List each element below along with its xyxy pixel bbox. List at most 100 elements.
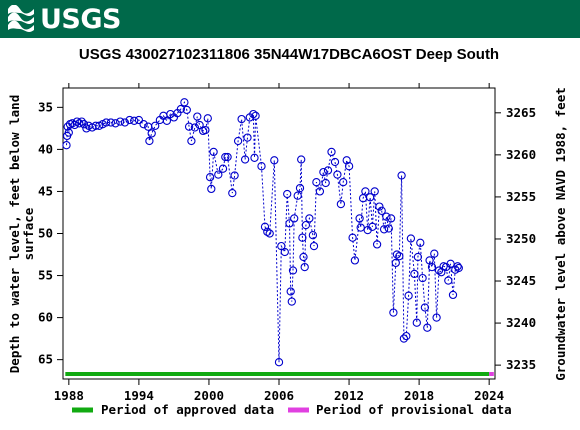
data-point (432, 313, 441, 322)
data-point (375, 202, 384, 211)
y-tick-label-left: 45 (38, 183, 53, 198)
data-point (162, 116, 172, 125)
data-point (190, 123, 200, 132)
data-point (249, 109, 258, 119)
data-point (420, 303, 430, 312)
data-point (64, 128, 73, 137)
data-point (402, 331, 411, 341)
data-point (392, 250, 402, 259)
header-banner: USGS (0, 0, 580, 38)
data-point (221, 152, 230, 162)
data-point (454, 263, 463, 273)
data-point (147, 129, 156, 138)
data-point (277, 241, 286, 251)
data-point (350, 256, 360, 265)
data-point (145, 136, 154, 146)
data-point (406, 234, 416, 243)
data-point (195, 120, 204, 130)
y-tick-label-left: 50 (38, 226, 53, 241)
data-point (286, 287, 295, 296)
data-point (336, 199, 346, 209)
legend: Period of approved data Period of provis… (72, 402, 512, 417)
x-tick-label: 1988 (54, 388, 84, 403)
data-point (251, 111, 260, 120)
x-tick-label: 2006 (264, 388, 294, 403)
data-point (395, 252, 404, 261)
data-point (62, 141, 71, 150)
data-point (356, 223, 365, 232)
data-point (300, 262, 309, 272)
data-point (120, 118, 130, 127)
data-point (274, 358, 284, 367)
data-point (333, 170, 342, 179)
data-point (77, 117, 86, 126)
y-tick-label-left: 40 (38, 141, 53, 156)
x-tick-label: 2018 (404, 388, 434, 403)
data-point (453, 262, 462, 271)
data-point (434, 266, 444, 275)
data-point (151, 121, 160, 130)
data-point (182, 105, 191, 115)
data-point (312, 178, 321, 187)
data-point (187, 136, 196, 146)
y-axis-left: 35 40 45 50 55 60 65 (38, 99, 63, 367)
y-tick-label-right: 3245 (506, 273, 536, 288)
data-point (295, 183, 305, 193)
data-point (116, 117, 125, 126)
data-point (397, 171, 406, 180)
data-point (416, 238, 425, 247)
data-point (218, 164, 228, 173)
data-point (223, 152, 232, 162)
data-point (365, 193, 375, 202)
data-point (389, 308, 398, 317)
legend-provisional-label: Period of provisional data (316, 402, 512, 417)
y-tick-label-right: 3260 (506, 147, 536, 162)
chart: USGS 430027102311806 35N44W17DBCA6OST De… (7, 46, 568, 417)
data-point (339, 178, 348, 187)
y-tick-label-right: 3235 (506, 357, 536, 372)
data-point (214, 170, 223, 179)
data-point (372, 240, 382, 249)
data-point (412, 318, 421, 327)
data-point (377, 206, 386, 215)
data-point (240, 155, 250, 164)
y-tick-label-right: 3240 (506, 315, 536, 330)
usgs-logo-icon (8, 5, 34, 32)
y-tick-label-left: 55 (38, 268, 53, 283)
data-point (348, 233, 357, 242)
data-point (125, 115, 134, 125)
data-point (72, 117, 82, 126)
data-point (309, 241, 319, 251)
data-point (379, 225, 389, 234)
data-point (285, 219, 294, 228)
data-point (287, 297, 296, 306)
data-point (413, 252, 423, 262)
data-point (193, 112, 202, 121)
data-point (79, 120, 89, 129)
y-tick-label-right: 3265 (506, 105, 536, 120)
data-point (263, 227, 272, 236)
y-tick-label-left: 60 (38, 310, 53, 325)
data-point (384, 224, 393, 233)
data-point (176, 104, 186, 114)
data-point (418, 273, 427, 283)
data-point (134, 115, 144, 125)
data-point (230, 171, 239, 180)
y-axis-right: 3265 3260 3255 3250 3245 3240 3235 (495, 105, 536, 372)
data-point (298, 233, 307, 242)
data-point (111, 119, 120, 128)
data-point (201, 125, 210, 135)
data-point (297, 155, 306, 164)
data-point (361, 187, 370, 196)
data-point (265, 229, 274, 238)
data-point (290, 214, 299, 223)
data-point (288, 266, 298, 275)
data-point (370, 187, 379, 196)
data-point (250, 153, 259, 162)
data-point (446, 259, 455, 268)
data-point (139, 120, 148, 129)
data-point (299, 252, 308, 262)
data-point (327, 147, 336, 157)
y-tick-label-left: 65 (38, 352, 53, 367)
data-point (260, 222, 270, 231)
